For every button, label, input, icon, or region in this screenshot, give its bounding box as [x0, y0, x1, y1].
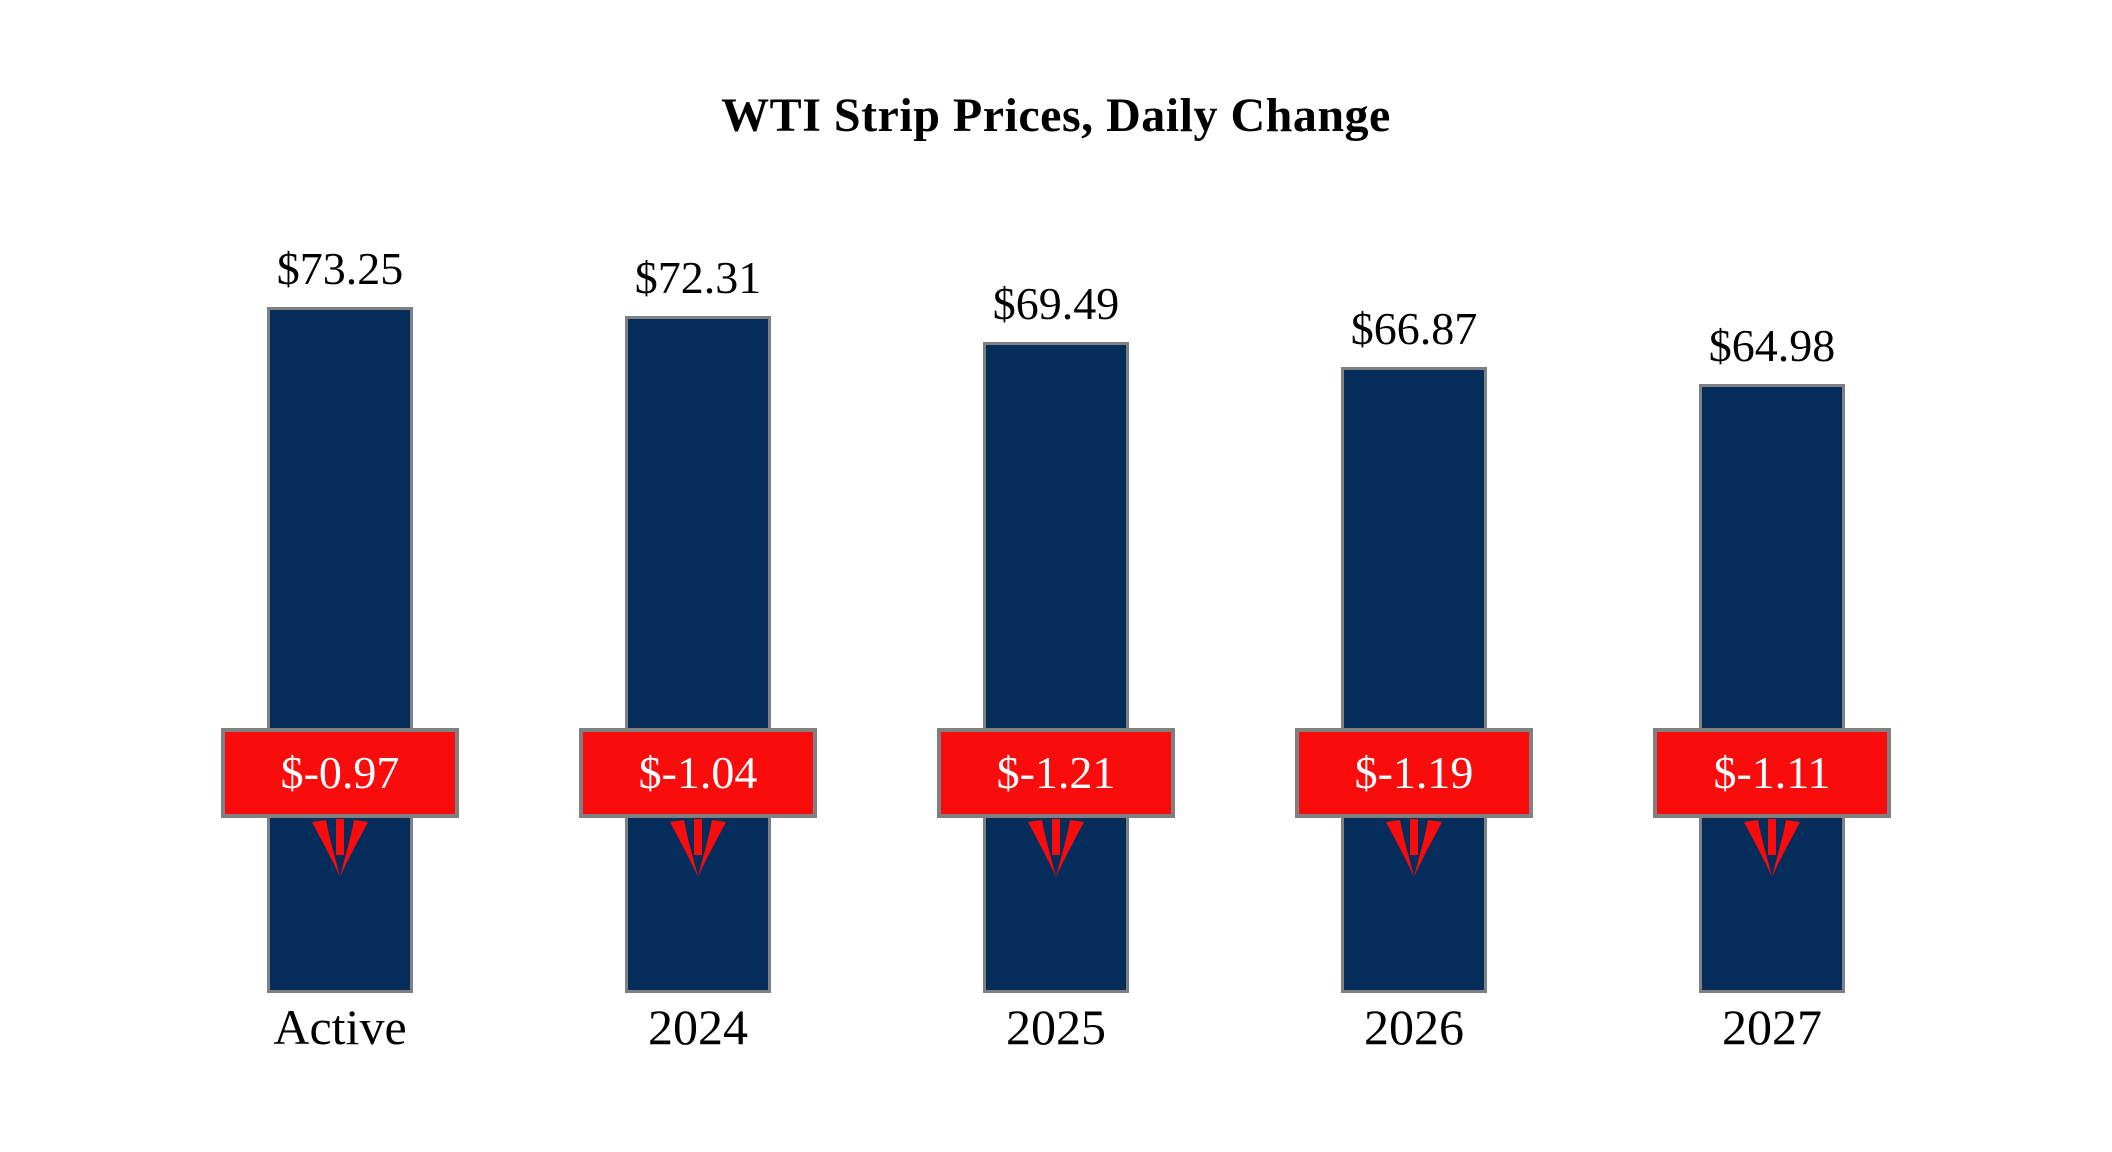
- bar: [1341, 367, 1487, 993]
- down-arrow-icon: [310, 819, 370, 877]
- bar-value-label: $66.87: [1350, 303, 1478, 355]
- daily-change-badge: $-0.97: [221, 728, 459, 818]
- bar-group: $72.31 $-1.04 2024: [519, 0, 877, 1152]
- daily-change-badge: $-1.21: [937, 728, 1175, 818]
- category-label: Active: [273, 999, 407, 1055]
- bar-group: $66.87 $-1.19 2026: [1235, 0, 1593, 1152]
- category-label: 2026: [1364, 999, 1464, 1055]
- bar-group: $73.25 $-0.97 Active: [161, 0, 519, 1152]
- down-arrow-icon: [1026, 819, 1086, 877]
- bar: [267, 307, 413, 993]
- down-arrow-icon: [1384, 819, 1444, 877]
- bar: [625, 316, 771, 993]
- bars-container: $73.25 $-0.97 Active $72.31 $-1.04 2024 …: [161, 0, 1951, 1152]
- chart-title: WTI Strip Prices, Daily Change: [721, 89, 1391, 142]
- bar-group: $69.49 $-1.21 2025: [877, 0, 1235, 1152]
- daily-change-badge: $-1.11: [1653, 728, 1891, 818]
- bar: [1699, 384, 1845, 993]
- bar-value-label: $72.31: [634, 252, 762, 304]
- category-label: 2027: [1722, 999, 1822, 1055]
- daily-change-badge: $-1.04: [579, 728, 817, 818]
- bar-value-label: $64.98: [1708, 320, 1836, 372]
- bar-group: $64.98 $-1.11 2027: [1593, 0, 1951, 1152]
- down-arrow-icon: [668, 819, 728, 877]
- down-arrow-icon: [1742, 819, 1802, 877]
- bar-value-label: $73.25: [276, 243, 404, 295]
- category-label: 2025: [1006, 999, 1106, 1055]
- bar: [983, 342, 1129, 993]
- bar-value-label: $69.49: [992, 278, 1120, 330]
- daily-change-badge: $-1.19: [1295, 728, 1533, 818]
- category-label: 2024: [648, 999, 748, 1055]
